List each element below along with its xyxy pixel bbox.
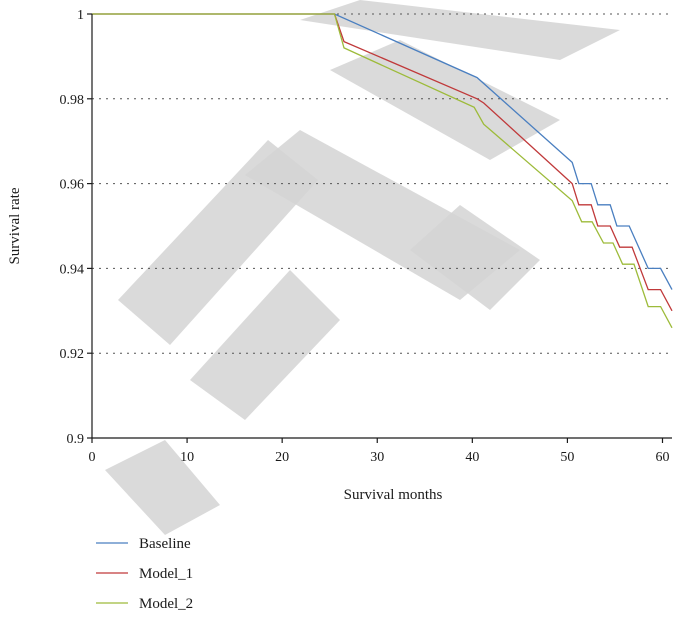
series-line-model-2 <box>92 13 673 329</box>
watermark-shape-4 <box>330 40 560 160</box>
legend-label-model-2: Model_2 <box>139 596 193 612</box>
y-tick-label: 0.98 <box>60 93 85 108</box>
series-line-model-1 <box>92 13 673 312</box>
y-tick-label: 0.96 <box>60 178 85 193</box>
retracted-watermark <box>105 0 620 535</box>
x-tick-label: 20 <box>275 450 289 465</box>
legend-label-baseline: Baseline <box>139 536 191 552</box>
watermark-shape-0 <box>105 440 220 535</box>
legend-label-model-1: Model_1 <box>139 566 193 582</box>
gridlines <box>92 13 672 354</box>
y-tick-label: 0.9 <box>67 432 85 447</box>
series-line-baseline <box>92 13 673 290</box>
axes <box>91 14 672 439</box>
watermark-shape-1 <box>118 140 318 345</box>
x-tick-label: 40 <box>465 450 479 465</box>
x-tick-label: 30 <box>370 450 384 465</box>
y-tick-label: 0.92 <box>60 347 85 362</box>
y-tick-label: 1 <box>77 8 84 23</box>
y-axis-title: Survival rate <box>7 187 23 264</box>
x-tick-label: 10 <box>180 450 194 465</box>
legend: Baseline Model_1 Model_2 <box>96 536 193 612</box>
series-lines <box>92 13 673 329</box>
x-tick-label: 50 <box>560 450 574 465</box>
y-tick-label: 0.94 <box>60 262 85 277</box>
x-tick-label: 60 <box>655 450 669 465</box>
watermark-shape-6 <box>410 205 540 310</box>
x-axis-title: Survival months <box>344 487 443 503</box>
watermark-shape-5 <box>300 0 620 60</box>
x-tick-label: 0 <box>89 450 96 465</box>
watermark-shape-2 <box>190 270 340 420</box>
